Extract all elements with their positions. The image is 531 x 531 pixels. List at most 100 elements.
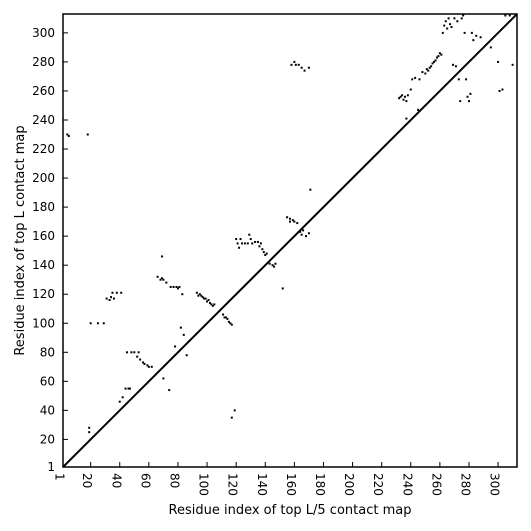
x-tick-label: 300 xyxy=(488,473,502,496)
contact-point xyxy=(437,55,440,58)
contact-point xyxy=(261,248,264,251)
contact-point xyxy=(88,431,91,434)
contact-point xyxy=(89,322,92,325)
contact-point xyxy=(222,313,225,316)
x-tick-label: 60 xyxy=(138,473,152,488)
contact-point xyxy=(453,17,456,20)
contact-point xyxy=(264,254,267,257)
contact-point xyxy=(105,297,108,300)
contact-point xyxy=(249,238,252,241)
contact-point xyxy=(497,60,500,63)
contact-point xyxy=(238,246,241,249)
contact-point xyxy=(169,285,172,288)
contact-point xyxy=(233,409,236,412)
x-tick-label: 1 xyxy=(53,473,67,481)
contact-point xyxy=(67,134,70,137)
contact-point xyxy=(121,396,124,399)
contact-point xyxy=(240,242,243,245)
contact-point xyxy=(181,293,184,296)
contact-point xyxy=(498,89,501,92)
contact-point xyxy=(305,235,308,238)
contact-point xyxy=(291,219,294,222)
contact-point xyxy=(128,387,131,390)
contact-point xyxy=(126,351,129,354)
contact-point xyxy=(511,63,514,66)
contact-point xyxy=(156,275,159,278)
contact-point xyxy=(96,322,99,325)
contact-point xyxy=(172,285,175,288)
contact-point xyxy=(112,297,115,300)
contact-point xyxy=(309,188,312,191)
contact-point xyxy=(207,299,210,302)
contact-point xyxy=(265,252,268,255)
contact-point xyxy=(401,94,404,97)
x-axis-label: Residue index of top L/5 contact map xyxy=(169,503,412,518)
contact-point xyxy=(210,303,213,306)
contact-point xyxy=(479,36,482,39)
contact-point xyxy=(206,300,209,303)
contact-point xyxy=(204,297,207,300)
contact-point xyxy=(235,238,238,241)
contact-point xyxy=(127,387,130,390)
contact-point xyxy=(108,299,111,302)
contact-point xyxy=(262,251,265,254)
contact-point xyxy=(424,72,427,75)
contact-point xyxy=(409,88,412,91)
contact-point xyxy=(434,59,437,62)
contact-point xyxy=(403,95,406,98)
contact-point xyxy=(303,69,306,72)
contact-point xyxy=(86,133,89,136)
contact-point xyxy=(435,56,438,59)
contact-point xyxy=(88,426,91,429)
contact-point xyxy=(274,262,277,265)
y-tick-label: 20 xyxy=(40,432,55,446)
contact-point xyxy=(463,31,466,34)
contact-point xyxy=(465,78,468,81)
contact-point xyxy=(443,24,446,27)
contact-point xyxy=(179,326,182,329)
x-tick-label: 140 xyxy=(255,473,269,496)
contact-point xyxy=(438,52,441,55)
plot-frame xyxy=(62,13,518,468)
contact-point xyxy=(297,63,300,66)
contact-point xyxy=(251,242,254,245)
contact-point xyxy=(246,242,249,245)
contact-point xyxy=(223,316,226,319)
y-tick-label: 40 xyxy=(40,403,55,417)
contact-point xyxy=(102,322,105,325)
contact-point xyxy=(508,14,511,17)
contact-point xyxy=(118,400,121,403)
contact-point xyxy=(146,364,149,367)
contact-point xyxy=(213,303,216,306)
contact-point xyxy=(143,362,146,365)
contact-point xyxy=(115,291,118,294)
contact-point xyxy=(66,133,69,136)
x-tick-label: 20 xyxy=(80,473,94,488)
contact-point xyxy=(162,278,165,281)
contact-point xyxy=(293,60,296,63)
x-tick-label: 220 xyxy=(371,473,385,496)
contact-point xyxy=(201,296,204,299)
contact-point xyxy=(398,97,401,100)
contact-point xyxy=(248,233,251,236)
contact-point xyxy=(459,100,462,103)
contact-point xyxy=(137,351,140,354)
contact-point xyxy=(165,281,168,284)
contact-point xyxy=(195,291,198,294)
y-tick-label: 60 xyxy=(40,374,55,388)
x-axis-ticks: 1 20 40 60 80 100 120 140 160 180 200 220 240 260 280 3… xyxy=(53,462,502,496)
contact-point xyxy=(440,53,443,56)
contact-point xyxy=(227,320,230,323)
contact-point xyxy=(208,301,211,304)
contact-point xyxy=(307,232,310,235)
contact-point xyxy=(162,377,165,380)
contact-point xyxy=(243,242,246,245)
contact-point xyxy=(417,108,420,111)
contact-point xyxy=(456,20,459,23)
contact-point xyxy=(290,63,293,66)
contact-point xyxy=(136,355,139,358)
contact-point xyxy=(111,291,114,294)
contact-point xyxy=(259,242,262,245)
contact-point xyxy=(268,262,271,265)
y-axis-label: Residue index of top L contact map xyxy=(13,125,28,355)
